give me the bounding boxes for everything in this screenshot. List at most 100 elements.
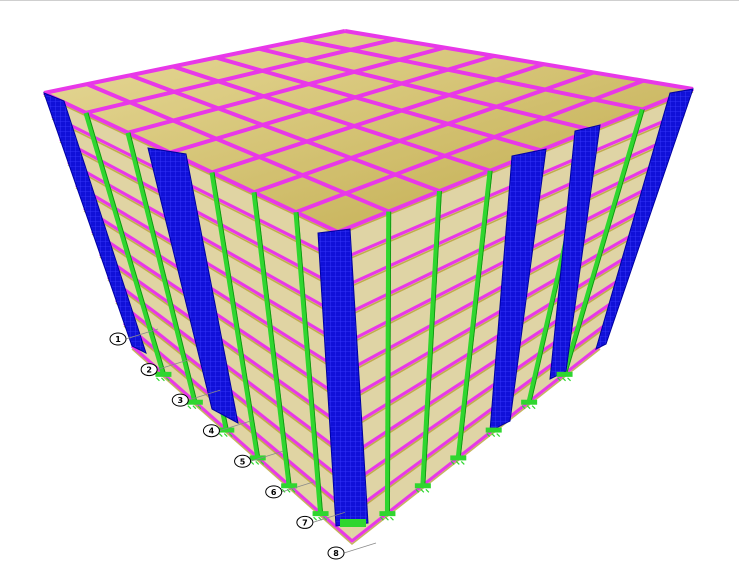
roof-beam [301,37,643,112]
shear-wall-left-corner [43,92,147,354]
bubble-leader [219,420,252,432]
bubble-leader [157,359,190,370]
grid-bubble-label: 6 [271,488,277,497]
column-right-face [562,108,645,375]
grid-bubble-label: 7 [302,518,308,527]
fixed-support-icon [340,519,366,527]
support-hatch [557,377,571,382]
roof-beam [344,29,694,91]
roof-beam [172,64,491,173]
bubble-circle [234,454,252,468]
shear-wall-right-mid [489,148,547,432]
support-base [485,427,502,433]
shear-wall-front-corner [317,228,369,527]
support-base [249,455,266,461]
bubble-leader [250,450,283,462]
support-base [379,511,396,517]
grid-bubbles: 1 2 3 4 5 6 7 8 [109,328,377,560]
grid-bubble-label: 1 [115,335,121,344]
support-base [186,399,203,405]
column-right-face-edge [459,170,493,458]
column-right-face-edge [424,191,442,486]
column-right-face [384,211,392,514]
fixed-support-icon [521,399,538,410]
support-hatch [250,461,265,465]
roof-beam [86,82,390,214]
supports [155,371,573,527]
roof-beam [295,78,644,215]
bubble-leader [281,481,314,493]
bubble-circle [202,424,220,438]
roof-beam [85,37,396,115]
bubble-circle [171,393,189,407]
column-right-face [455,170,493,458]
column-left-face [83,112,166,375]
fixed-support-icon [414,483,431,493]
fixed-support-icon [485,427,502,437]
shear-wall-right-inner [549,124,601,380]
column-left-face-edge [255,192,292,486]
grid-bubble-label: 4 [209,427,215,436]
column-left-face [209,172,261,458]
support-base [450,455,467,461]
fixed-support-icon [249,455,266,465]
column-left-face [125,132,198,403]
column-right-face-edge [389,211,392,514]
grid-bubble-icon: 7 [296,512,345,529]
support-base [155,371,172,377]
bubble-leader [343,542,377,554]
support-base [521,399,538,405]
roof-beam [258,46,593,132]
column-left-face-edge [213,172,261,458]
column-left-face-edge [129,132,198,402]
column-right-face [420,191,442,486]
fixed-support-icon [379,511,396,521]
fixed-support-icon [155,371,172,382]
support-hatch [486,433,501,437]
bubble-leader [312,512,345,523]
roof-beams [43,29,694,234]
grid-bubble-icon: 6 [265,481,314,499]
support-hatch [218,433,233,437]
bubble-circle [140,363,158,377]
grid-bubble-label: 3 [177,396,183,405]
fixed-support-icon [450,455,467,465]
fixed-support-icon [186,399,203,410]
floor-beam [130,344,601,543]
roof-beam [253,70,595,195]
support-base [281,483,298,489]
support-base [556,371,573,377]
roof-beam [43,91,339,234]
bubble-circle [265,485,283,499]
roof-beam [43,29,346,95]
grid-bubble-label: 5 [240,457,246,466]
grid-bubble-icon: 4 [202,420,252,438]
column-left-face [293,211,324,514]
support-base [312,511,329,517]
roof-beam [211,62,545,175]
support-hatch [415,488,430,493]
support-base [218,427,235,433]
column-left-face-edge [297,212,323,514]
roof-beam [129,73,441,194]
roof-beam [215,55,542,153]
support-base [340,519,366,527]
bubble-leader [125,328,159,340]
bubble-circle [296,515,314,529]
support-hatch [380,516,394,521]
roof-beam [169,53,495,155]
fixed-support-icon [218,427,235,437]
column-right-face-edge [566,109,645,374]
grid-bubble-icon: 8 [327,542,377,560]
slab-edge [131,348,601,545]
support-hatch [156,377,170,382]
grid-bubble-icon: 3 [171,389,221,407]
grid-bubble-icon: 1 [109,328,159,346]
bubble-circle [109,332,127,346]
fixed-support-icon [556,371,573,382]
column-left-face [251,191,292,486]
bubble-leader [188,389,221,401]
grid-bubble-icon: 5 [234,450,283,468]
